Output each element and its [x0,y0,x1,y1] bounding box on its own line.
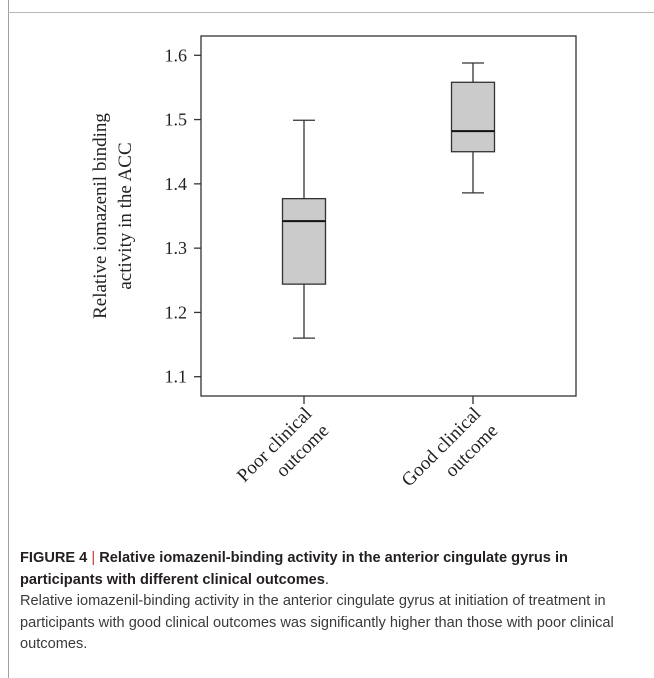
figure-label: FIGURE 4 [20,550,88,566]
caption-title-end: . [324,571,329,588]
plot-frame [200,35,577,397]
y-tick-label: 1.6 [165,45,188,65]
iqr-box [281,197,327,285]
y-tick-label: 1.3 [165,238,188,258]
box-plot-chart: 1.1 1.2 1.3 1.4 1.5 1.6 Relative iomazenil bin… [90,35,577,491]
y-axis-label-line2: activity in the ACC [115,142,136,289]
y-tick-label: 1.2 [165,302,188,322]
y-tick-label: 1.4 [165,174,188,194]
figure-top-rule [8,12,654,13]
caption-separator: | [91,550,96,566]
figure-caption: FIGURE 4 | Relative iomazenil-binding ac… [20,548,645,656]
figure-frame [8,0,654,678]
y-axis-label-line1: Relative iomazenil binding [90,113,111,319]
caption-title: Relative iomazenil-binding activity in t… [20,550,568,588]
y-tick-label: 1.1 [165,367,188,387]
caption-body: Relative iomazenil-binding activity in t… [20,593,614,652]
y-tick-label: 1.5 [165,110,188,130]
iqr-box [450,81,496,153]
